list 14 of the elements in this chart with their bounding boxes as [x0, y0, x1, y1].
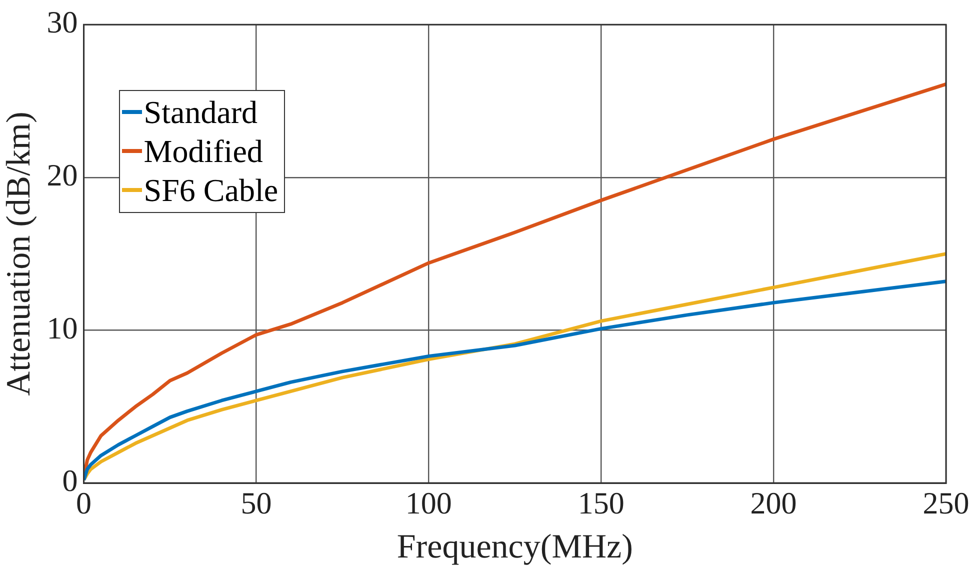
legend-label: Modified	[144, 132, 263, 171]
x-tick-label: 200	[750, 486, 797, 521]
x-tick-label: 150	[578, 486, 624, 521]
y-axis-title: Attenuation (dB/km)	[0, 112, 38, 396]
x-tick-label: 250	[922, 486, 970, 521]
x-axis-title: Frequency(MHz)	[396, 528, 633, 566]
x-tick-label: 50	[240, 486, 272, 521]
y-tick-label: 0	[62, 463, 78, 498]
y-tick-label: 20	[46, 158, 78, 193]
y-tick-label: 10	[46, 310, 78, 346]
legend-label: SF6 Cable	[144, 170, 278, 210]
x-tick-label: 100	[405, 486, 452, 521]
y-tick-label: 30	[46, 4, 78, 40]
legend-label: Standard	[144, 92, 258, 132]
